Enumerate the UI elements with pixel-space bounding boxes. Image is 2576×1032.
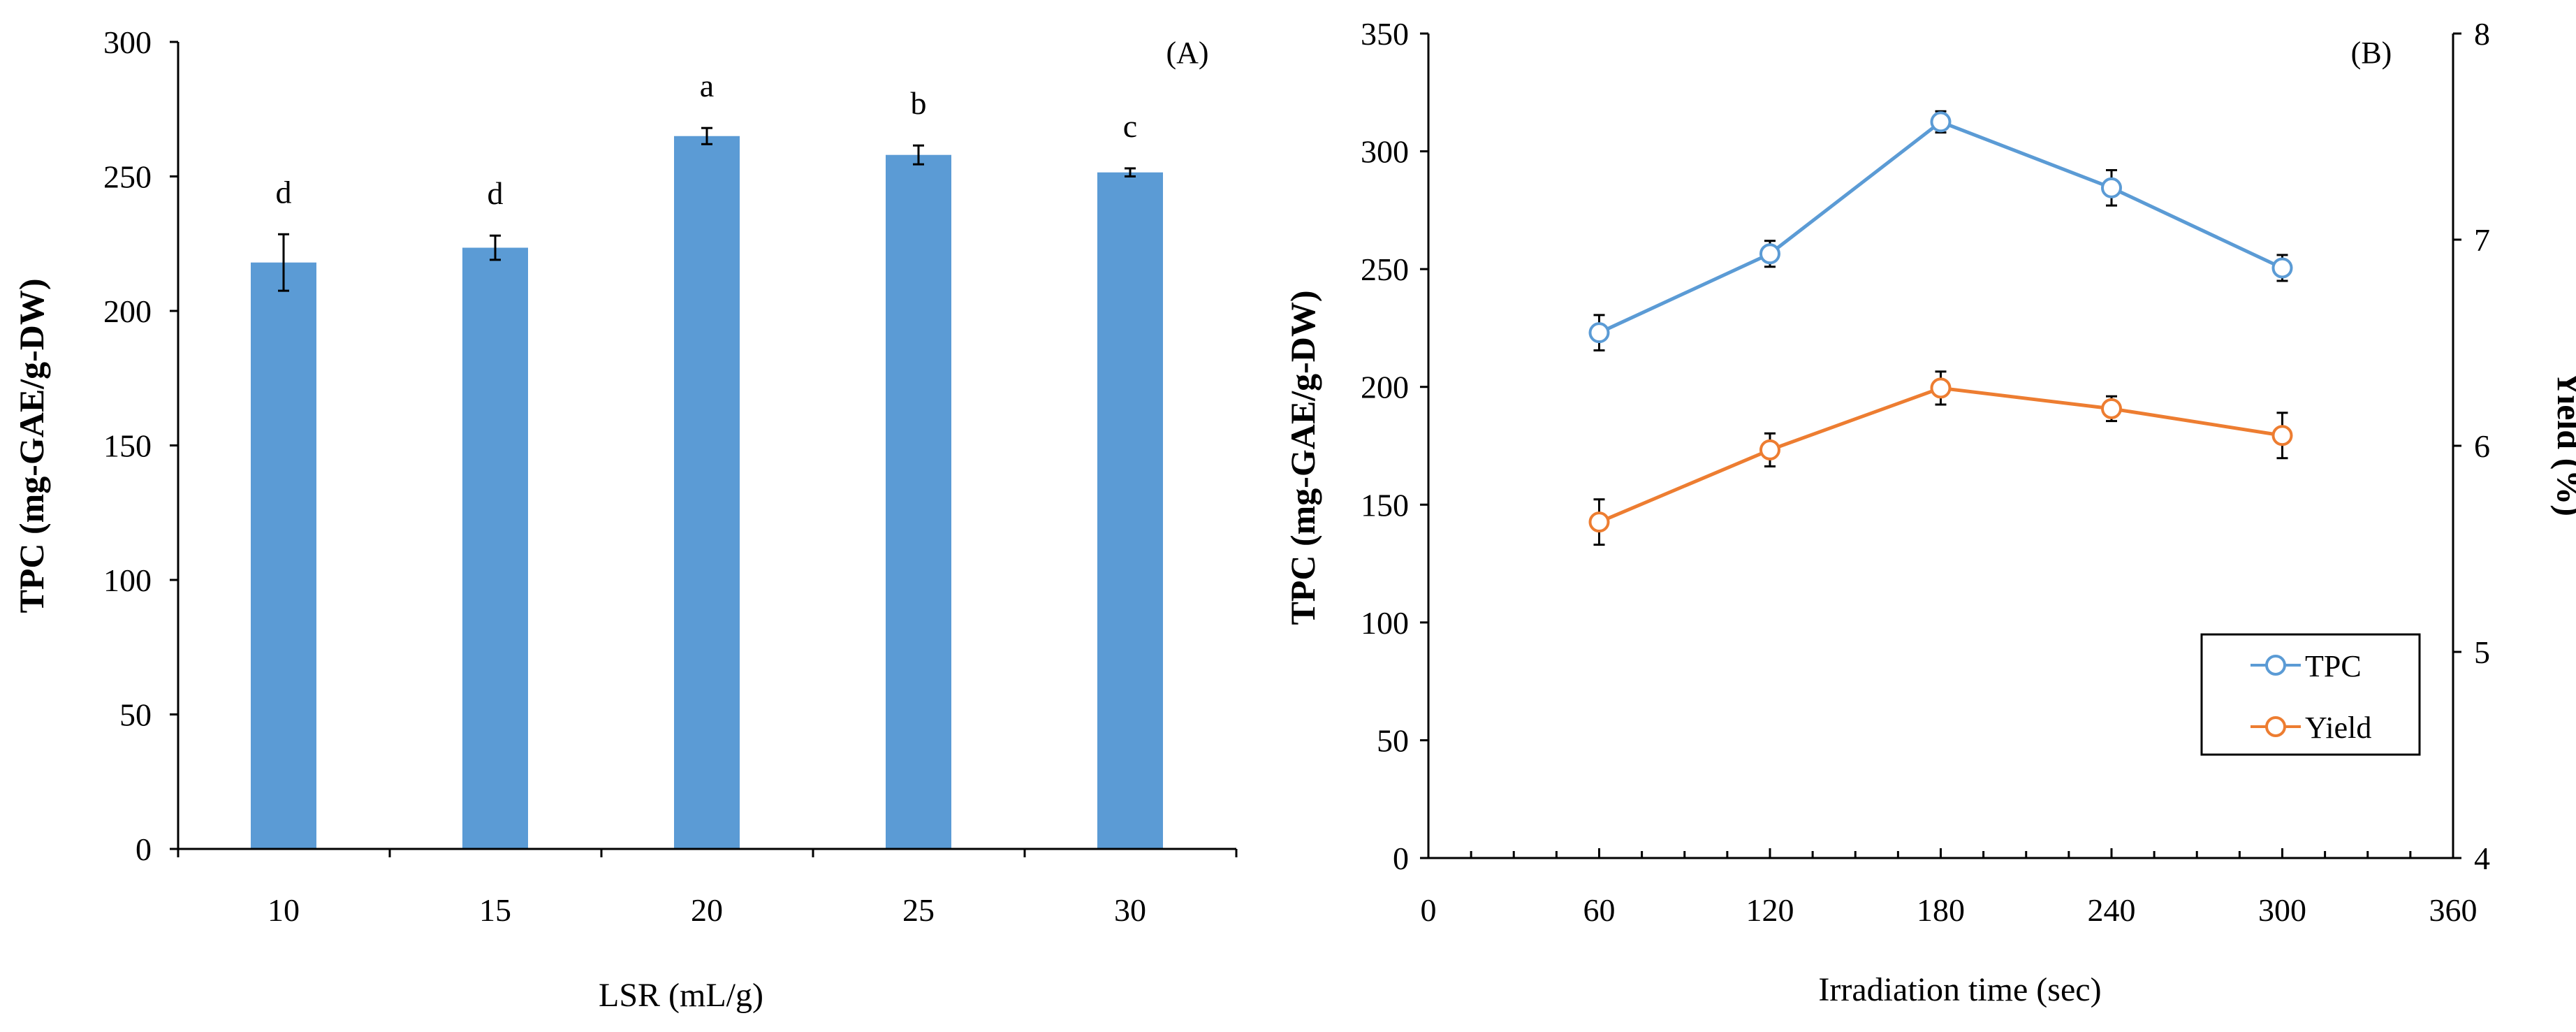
bar-series [251, 136, 1163, 850]
data-point [1930, 111, 1952, 133]
panel-label-b: (B) [2351, 36, 2392, 70]
y-axis-tick-labels: 0 50 100 150 200 250 300 [103, 24, 152, 867]
y-tick-label: 50 [119, 697, 152, 733]
x-tick-label: 20 [691, 892, 723, 928]
bar [251, 262, 316, 849]
y-tick-label: 0 [1393, 841, 1409, 876]
y2-tick-label: 4 [2474, 841, 2490, 876]
error-bar [490, 234, 501, 261]
series-tpc [1588, 110, 2293, 351]
x-axis-tick-labels: 0 60 120 180 240 300 360 [1421, 892, 2478, 928]
y-axis-tick-labels: 0 50 100 150 200 250 300 350 [1361, 16, 1409, 876]
bar [674, 136, 740, 849]
y-tick-label: 300 [103, 24, 152, 60]
y-tick-label: 150 [103, 428, 152, 464]
x-tick-label: 360 [2429, 892, 2478, 928]
y2-axis-tick-labels: 4 5 6 7 8 [2474, 16, 2490, 876]
series-yield [1588, 370, 2293, 546]
legend-marker-tpc [2265, 655, 2286, 676]
y2-tick-label: 7 [2474, 222, 2490, 258]
data-point [2101, 398, 2122, 419]
series-line [1598, 386, 2283, 524]
y-tick-label: 0 [136, 831, 152, 867]
legend-box [2200, 633, 2421, 756]
bar [462, 247, 528, 849]
bar [886, 154, 951, 849]
line-chart-b: 0 50 100 150 200 250 300 350 4 5 6 7 8 0 60 120 180 240… [1283, 16, 2576, 1008]
x-tick-label: 180 [1917, 892, 1965, 928]
significance-letter: b [911, 85, 927, 121]
error-bar [278, 233, 289, 292]
y-axis-title-a: TPC (mg-GAE/g-DW) [12, 278, 51, 613]
legend: TPC Yield [2200, 633, 2421, 756]
panel-label-a: (A) [1166, 36, 1208, 70]
data-point [1759, 243, 1780, 265]
y2-axis-title-b: Yield (%) [2550, 371, 2576, 516]
significance-letter: a [700, 68, 714, 103]
data-point [2101, 177, 2122, 198]
data-point [1588, 322, 1610, 344]
y2-tick-label: 5 [2474, 634, 2490, 670]
y-tick-label: 300 [1361, 134, 1409, 170]
x-tick-label: 25 [902, 892, 935, 928]
error-bar [913, 144, 924, 166]
y2-tick-label: 8 [2474, 16, 2490, 52]
y-tick-label: 100 [103, 562, 152, 598]
error-bar [701, 126, 712, 145]
x-tick-label: 240 [2088, 892, 2136, 928]
y-tick-label: 250 [1361, 252, 1409, 287]
significance-letter: d [276, 174, 292, 210]
bar [1097, 172, 1163, 850]
y2-tick-label: 6 [2474, 428, 2490, 464]
legend-label-yield: Yield [2305, 711, 2371, 745]
x-axis-tick-labels: 10 15 20 25 30 [268, 892, 1146, 928]
legend-marker-yield [2265, 716, 2286, 737]
x-axis-title-a: LSR (mL/g) [599, 977, 763, 1014]
x-tick-label: 30 [1114, 892, 1146, 928]
y-axis-title-b: TPC (mg-GAE/g-DW) [1283, 290, 1322, 625]
axes [1420, 32, 2461, 859]
legend-label-tpc: TPC [2305, 649, 2362, 683]
y-tick-label: 200 [1361, 370, 1409, 405]
y-tick-label: 200 [103, 293, 152, 329]
x-tick-label: 60 [1583, 892, 1616, 928]
data-point [1930, 377, 1952, 399]
x-tick-label: 0 [1421, 892, 1437, 928]
y-tick-label: 100 [1361, 605, 1409, 641]
y-tick-label: 250 [103, 159, 152, 195]
series-line [1598, 119, 2283, 335]
error-bars [278, 126, 1136, 292]
line-series [1588, 110, 2293, 546]
y-tick-label: 350 [1361, 16, 1409, 52]
y-tick-label: 150 [1361, 487, 1409, 523]
data-point [2271, 257, 2293, 279]
data-point [1588, 511, 1610, 533]
x-axis-title-b: Irradiation time (sec) [1818, 971, 2101, 1008]
significance-letters: d d a b c [276, 68, 1138, 211]
significance-letter: c [1123, 108, 1137, 144]
x-tick-label: 300 [2258, 892, 2306, 928]
x-tick-label: 15 [479, 892, 511, 928]
data-point [2271, 425, 2293, 446]
x-tick-label: 120 [1746, 892, 1794, 928]
x-tick-label: 10 [268, 892, 300, 928]
error-bar [1125, 167, 1136, 177]
significance-letter: d [488, 175, 504, 211]
axes [170, 41, 1238, 857]
y-tick-label: 50 [1377, 722, 1409, 758]
data-point [1759, 439, 1780, 460]
